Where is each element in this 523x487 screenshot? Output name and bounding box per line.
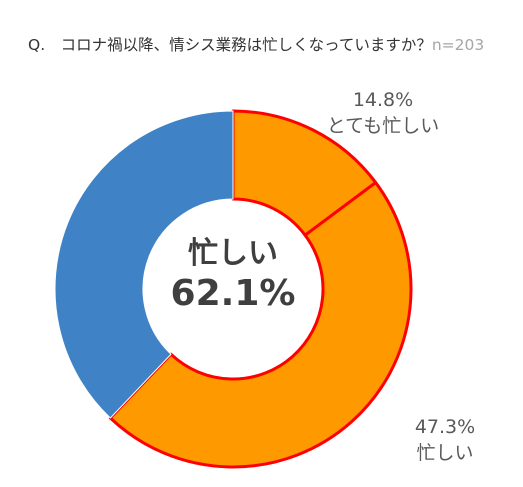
chart-title-text: Q. コロナ禍以降、情シス業務は忙しくなっていますか？ xyxy=(28,36,432,54)
chart-title: Q. コロナ禍以降、情シス業務は忙しくなっていますか？n=203 xyxy=(28,33,484,55)
center-label-value: 62.1% xyxy=(171,273,296,314)
sample-size: n=203 xyxy=(431,36,485,54)
donut-slices xyxy=(54,109,413,469)
label-very-busy-name: とても忙しい xyxy=(327,115,439,137)
slice-busy xyxy=(108,181,413,469)
slice-other xyxy=(54,110,234,419)
label-very-busy-value: 14.8% xyxy=(353,89,413,111)
center-label-text: 忙しい xyxy=(188,236,278,271)
label-busy-value: 47.3% xyxy=(415,416,475,438)
label-busy-name: 忙しい xyxy=(416,442,473,464)
